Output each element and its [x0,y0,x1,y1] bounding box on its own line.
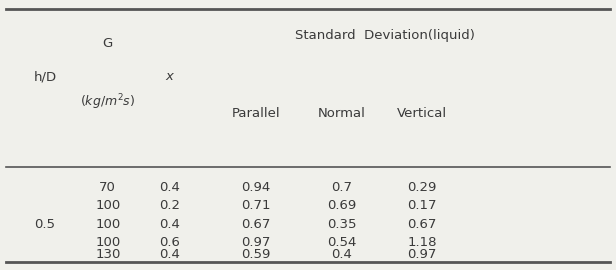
Text: Normal: Normal [318,107,366,120]
Text: 0.6: 0.6 [159,236,180,249]
Text: 0.67: 0.67 [407,218,437,231]
Text: $(kg/m^2s)$: $(kg/m^2s)$ [80,93,136,112]
Text: 0.7: 0.7 [331,181,352,194]
Text: 0.2: 0.2 [159,199,180,212]
Text: 0.4: 0.4 [159,248,180,261]
Text: 0.17: 0.17 [407,199,437,212]
Text: 0.67: 0.67 [241,218,270,231]
Text: G: G [103,37,113,50]
Text: Vertical: Vertical [397,107,447,120]
Text: 0.5: 0.5 [34,218,55,231]
Text: 0.35: 0.35 [327,218,357,231]
Text: h/D: h/D [34,70,57,83]
Text: 100: 100 [95,218,120,231]
Text: x: x [166,70,173,83]
Text: 0.4: 0.4 [159,218,180,231]
Text: 0.71: 0.71 [241,199,270,212]
Text: 100: 100 [95,199,120,212]
Text: 1.18: 1.18 [407,236,437,249]
Text: 0.69: 0.69 [327,199,357,212]
Text: 0.4: 0.4 [159,181,180,194]
Text: 130: 130 [95,248,121,261]
Text: 0.97: 0.97 [241,236,270,249]
Text: Parallel: Parallel [232,107,280,120]
Text: 0.4: 0.4 [331,248,352,261]
Text: 0.97: 0.97 [407,248,437,261]
Text: Standard  Deviation(liquid): Standard Deviation(liquid) [295,29,475,42]
Text: 0.29: 0.29 [407,181,437,194]
Text: 100: 100 [95,236,120,249]
Text: 0.94: 0.94 [241,181,270,194]
Text: 0.54: 0.54 [327,236,357,249]
Text: 70: 70 [99,181,116,194]
Text: 0.59: 0.59 [241,248,270,261]
